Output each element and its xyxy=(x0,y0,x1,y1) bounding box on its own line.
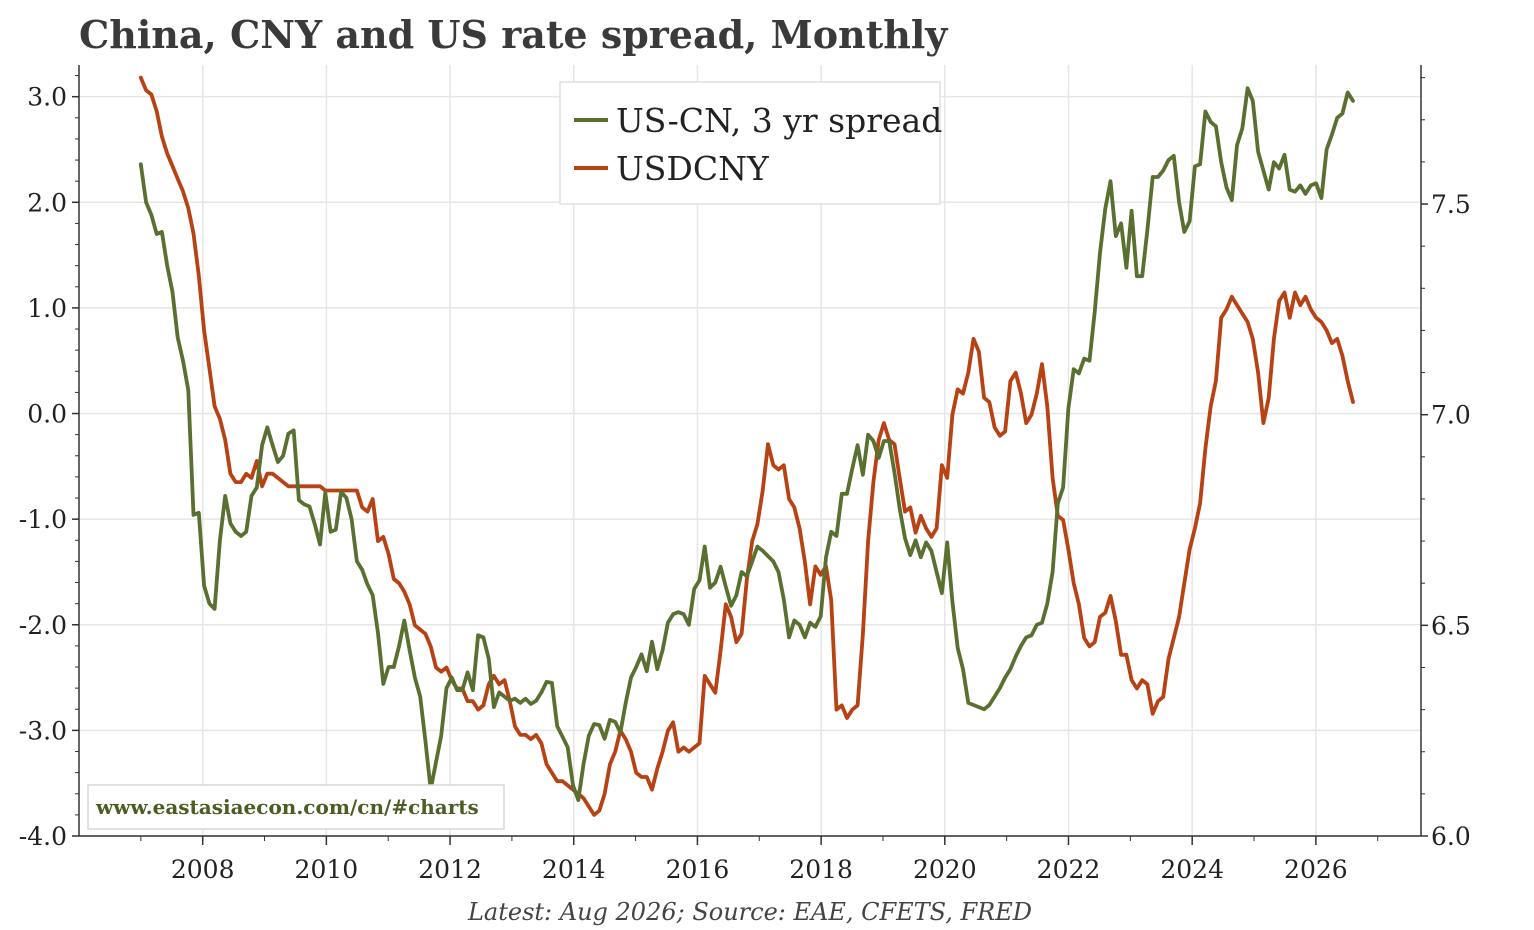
legend-box xyxy=(559,81,941,205)
series-layer xyxy=(138,75,1355,817)
legend-label: USDCNY xyxy=(616,149,770,188)
x-tick-label: 2014 xyxy=(542,855,606,884)
x-tick-label: 2020 xyxy=(913,855,977,884)
y-right-tick-label: 6.5 xyxy=(1431,611,1471,640)
x-tick-label: 2016 xyxy=(666,855,730,884)
watermark: www.eastasiaecon.com/cn/#charts xyxy=(87,784,505,830)
x-tick-label: 2026 xyxy=(1284,855,1348,884)
legend-label: US-CN, 3 yr spread xyxy=(616,101,942,140)
y-left-tick-label: -4.0 xyxy=(19,822,67,851)
x-tick-label: 2008 xyxy=(171,855,235,884)
legend: US-CN, 3 yr spread USDCNY xyxy=(559,81,942,205)
series-line-us-cn-spread xyxy=(138,86,1355,802)
y-right-tick-label: 7.5 xyxy=(1431,190,1471,219)
x-tick-label: 2022 xyxy=(1037,855,1101,884)
y-left-tick-label: 3.0 xyxy=(27,83,67,112)
watermark-text: www.eastasiaecon.com/cn/#charts xyxy=(95,795,479,819)
series-line-usdcny xyxy=(138,75,1355,817)
axes: -4.0 -3.0 -2.0 -1.0 0.0 1.0 2.0 3.0 2008 2010 2012… xyxy=(19,65,1471,884)
y-left-tick-label: 2.0 xyxy=(27,188,67,217)
y-left-tick-label: -2.0 xyxy=(19,611,67,640)
y-right-tick-label: 6.0 xyxy=(1431,822,1471,851)
y-right-tick-label: 7.0 xyxy=(1431,401,1471,430)
chart-title: China, CNY and US rate spread, Monthly xyxy=(79,12,948,57)
x-tick-label: 2024 xyxy=(1160,855,1224,884)
y-left-tick-label: -1.0 xyxy=(19,505,67,534)
x-tick-label: 2012 xyxy=(418,855,482,884)
x-tick-label: 2010 xyxy=(295,855,359,884)
source-note: Latest: Aug 2026; Source: EAE, CFETS, FR… xyxy=(467,898,1032,926)
x-tick-label: 2018 xyxy=(789,855,853,884)
y-left-tick-label: 1.0 xyxy=(27,294,67,323)
y-left-tick-label: -3.0 xyxy=(19,716,67,745)
y-left-tick-label: 0.0 xyxy=(27,400,67,429)
